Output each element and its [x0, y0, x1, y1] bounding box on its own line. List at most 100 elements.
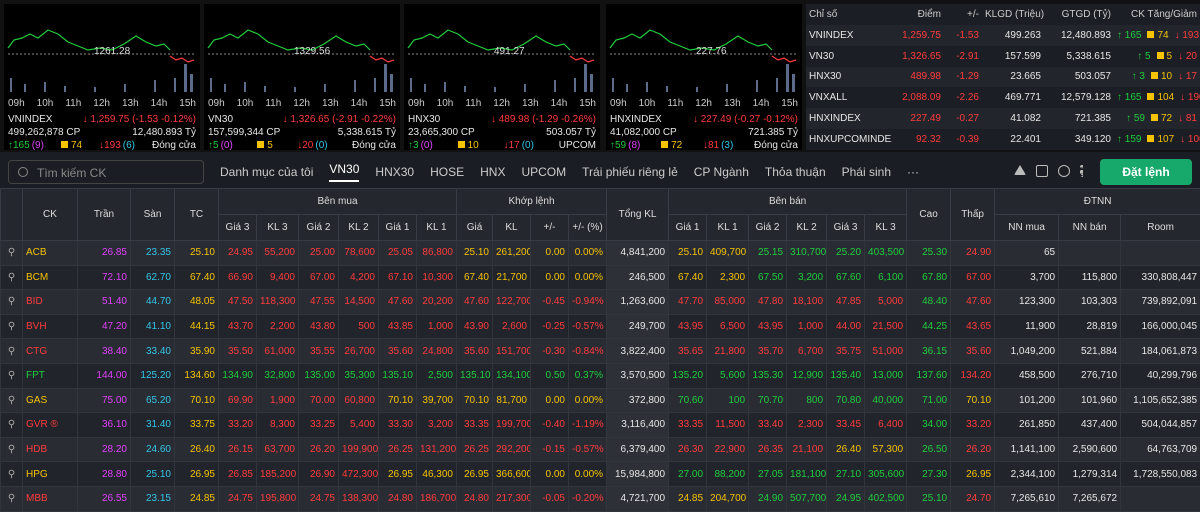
cell: -0.84% [569, 339, 607, 364]
cell: 60,800 [339, 388, 379, 413]
cell: 67.00 [299, 265, 339, 290]
time-label: 15h [379, 98, 396, 109]
more-icon[interactable] [1080, 165, 1084, 177]
tab[interactable]: HNX30 [375, 165, 414, 179]
index-cell: 12,579.128 [1044, 87, 1114, 108]
tab[interactable]: Thỏa thuận [765, 165, 826, 179]
cell: 47.20 [78, 314, 131, 339]
order-button[interactable]: Đặt lệnh [1100, 159, 1192, 185]
index-cell: 349.120 [1044, 129, 1114, 150]
same-value: 72 [671, 140, 682, 150]
cell: 24.75 [219, 486, 257, 511]
cell: 1,141,100 [995, 437, 1059, 462]
info-row: VN30↓ 1,326.65 (-2.91 -0.22%) [208, 114, 396, 125]
cell: 35.75 [827, 339, 865, 364]
excel-icon[interactable] [1036, 165, 1048, 177]
pin[interactable]: ⚲ [1, 265, 23, 290]
pin[interactable]: ⚲ [1, 437, 23, 462]
up-count: ↑ 59 [1126, 113, 1145, 124]
up-icon[interactable] [1014, 165, 1026, 175]
cell: 24.80 [379, 486, 417, 511]
cell: 33.40 [749, 413, 787, 438]
pin[interactable]: ⚲ [1, 413, 23, 438]
tab[interactable]: Trái phiếu riêng lẻ [582, 165, 678, 179]
up-count: ↑165 [8, 140, 30, 150]
time-label: 11h [265, 98, 281, 109]
info-row: HNXINDEX↓ 227.49 (-0.27 -0.12%) [610, 114, 798, 125]
pin[interactable]: ⚲ [1, 462, 23, 487]
header-cell: Giá 3 [827, 215, 865, 241]
tab[interactable]: ··· [907, 165, 919, 179]
cell: -0.20% [569, 486, 607, 511]
up-count: ↑ 159 [1117, 134, 1141, 145]
cell: 48.40 [907, 290, 951, 315]
cell: -0.30 [531, 339, 569, 364]
tab[interactable]: VN30 [329, 162, 359, 182]
pin[interactable]: ⚲ [1, 339, 23, 364]
time-label: 14h [753, 98, 770, 109]
pin[interactable]: ⚲ [1, 290, 23, 315]
cell: 67.50 [749, 265, 787, 290]
info-row: ↑59(8)72↓81(3)Đóng cửa [610, 140, 798, 150]
status: Đóng cửa [152, 140, 196, 150]
cell: 2,590,600 [1059, 437, 1121, 462]
cell: 26.35 [749, 437, 787, 462]
search-box[interactable]: Tìm kiếm CK [8, 160, 204, 184]
cell: 305,600 [865, 462, 907, 487]
cell: 103,303 [1059, 290, 1121, 315]
index-cell: -2.26 [944, 87, 982, 108]
cell: 135.10 [457, 363, 493, 388]
up-count: ↑3 [408, 140, 419, 150]
tab[interactable]: Danh mục của tôi [220, 165, 313, 179]
same-value: 5 [1167, 51, 1173, 62]
cell: 51.40 [78, 290, 131, 315]
header-cell: KL 3 [865, 215, 907, 241]
cell: 521,884 [1059, 339, 1121, 364]
cell: 26.55 [78, 486, 131, 511]
pin[interactable]: ⚲ [1, 363, 23, 388]
cell: 70.10 [379, 388, 417, 413]
cell: 26.30 [669, 437, 707, 462]
cell: 115,800 [1059, 265, 1121, 290]
same-value: 10 [1161, 71, 1172, 82]
symbol: MBB [23, 486, 78, 511]
pin[interactable]: ⚲ [1, 388, 23, 413]
cell: 51,000 [865, 339, 907, 364]
cell: 26.40 [175, 437, 219, 462]
square [1151, 114, 1158, 121]
cell: 1,279,314 [1059, 462, 1121, 487]
cell: 101,960 [1059, 388, 1121, 413]
up-count: ↑ 3 [1132, 71, 1145, 82]
settings-icon[interactable] [1058, 165, 1070, 177]
pin[interactable]: ⚲ [1, 314, 23, 339]
pin[interactable]: ⚲ [1, 241, 23, 266]
cell: 28,819 [1059, 314, 1121, 339]
cell: 0.50 [531, 363, 569, 388]
tab[interactable]: UPCOM [521, 165, 566, 179]
pin[interactable]: ⚲ [1, 486, 23, 511]
cell: 739,892,091 [1121, 290, 1200, 315]
tab[interactable]: Phái sinh [842, 165, 891, 179]
index-cell: 1,326.65 [892, 46, 944, 67]
value: 5,338.615 Tỷ [338, 127, 396, 138]
tab[interactable]: CP Ngành [694, 165, 749, 179]
cell: 35.70 [749, 339, 787, 364]
same-count: 74 [61, 140, 82, 150]
cell: 402,500 [865, 486, 907, 511]
tab[interactable]: HOSE [430, 165, 464, 179]
cell: -1.19% [569, 413, 607, 438]
cell: 261,850 [995, 413, 1059, 438]
tab[interactable]: HNX [480, 165, 505, 179]
square [1147, 31, 1154, 38]
cell: 39,700 [417, 388, 457, 413]
cell: 67.40 [669, 265, 707, 290]
time-label: 12h [493, 98, 510, 109]
time-label: 12h [695, 98, 712, 109]
